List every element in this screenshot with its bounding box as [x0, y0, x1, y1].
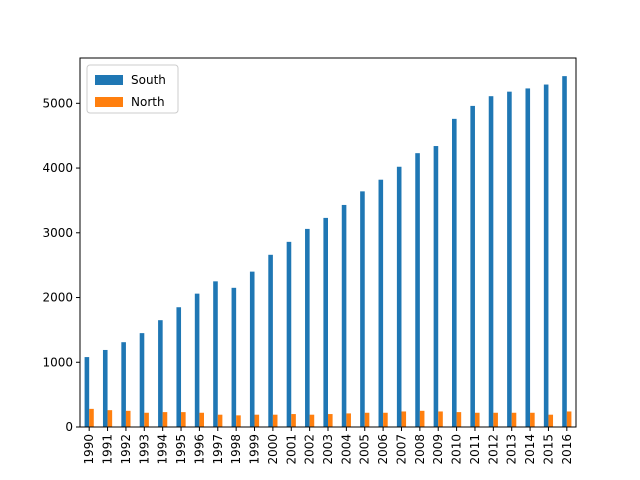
y-tick-label-2000: 2000	[42, 291, 73, 305]
bar-north-2004	[346, 413, 351, 427]
legend-swatch-north	[95, 97, 123, 107]
x-tick-label-2003: 2003	[321, 434, 335, 465]
bar-south-1995	[176, 307, 182, 427]
x-tick-label-1994: 1994	[156, 434, 170, 465]
bar-south-1992	[121, 342, 126, 427]
bar-north-2005	[364, 412, 370, 427]
legend-label-south: South	[131, 73, 166, 87]
bar-north-2014	[530, 412, 535, 427]
bar-south-2005	[360, 191, 365, 427]
bar-north-2015	[548, 414, 554, 427]
x-tick-label-2000: 2000	[266, 434, 280, 465]
x-tick-label-2002: 2002	[303, 434, 317, 465]
bar-south-2015	[543, 84, 549, 427]
bar-south-1990	[84, 357, 90, 427]
x-tick-label-1992: 1992	[119, 434, 133, 465]
bar-north-2011	[474, 412, 480, 427]
bar-south-2003	[323, 217, 328, 427]
bar-north-2006	[383, 412, 388, 427]
bar-south-2010	[452, 118, 457, 427]
x-tick-label-2006: 2006	[376, 434, 390, 465]
x-tick-label-2001: 2001	[284, 434, 298, 465]
bar-south-1996	[194, 293, 200, 427]
y-tick-label-3000: 3000	[42, 226, 73, 240]
bar-north-2009	[438, 411, 443, 427]
x-tick-label-2012: 2012	[486, 434, 500, 465]
bar-north-1991	[107, 410, 113, 427]
bar-north-1995	[181, 412, 186, 427]
x-tick-label-2005: 2005	[358, 434, 372, 465]
bar-south-2008	[415, 153, 420, 428]
bar-south-2016	[562, 76, 567, 427]
bar-south-2004	[341, 204, 347, 427]
bar-north-2003	[328, 414, 333, 427]
y-tick-label-0: 0	[65, 420, 73, 434]
x-tick-label-2004: 2004	[339, 434, 353, 465]
x-tick-label-1990: 1990	[82, 434, 96, 465]
x-tick-label-2013: 2013	[505, 434, 519, 465]
x-tick-label-2009: 2009	[431, 434, 445, 465]
bar-north-1993	[144, 412, 149, 427]
bar-north-1990	[89, 408, 94, 427]
bar-north-1992	[125, 410, 131, 427]
bar-north-2001	[291, 414, 296, 427]
y-tick-label-1000: 1000	[42, 355, 73, 369]
bar-north-2016	[566, 411, 572, 427]
bar-south-2013	[507, 91, 512, 428]
bar-south-1993	[139, 333, 145, 427]
y-axis: 0 1000 2000 3000 4000 5000	[42, 96, 80, 434]
bar-north-1999	[254, 414, 260, 427]
bar-south-1997	[213, 281, 218, 427]
bar-south-1994	[158, 320, 163, 427]
x-axis: 1990 1991 1992 1993 1994 1995 1996 1997 1998 1999…	[82, 427, 574, 465]
x-tick-label-2007: 2007	[394, 434, 408, 465]
bar-north-2012	[493, 412, 498, 427]
bar-north-1994	[162, 412, 168, 427]
x-tick-label-2011: 2011	[468, 434, 482, 465]
x-tick-label-2015: 2015	[541, 434, 555, 465]
bar-south-1999	[249, 271, 255, 427]
bar-south-1998	[231, 287, 237, 427]
x-tick-label-2016: 2016	[560, 434, 574, 465]
bar-south-2006	[378, 179, 384, 427]
bar-north-1998	[236, 415, 241, 427]
bar-north-2013	[511, 412, 517, 427]
legend-swatch-south	[95, 75, 123, 85]
bar-south-2000	[268, 254, 273, 427]
x-tick-label-2010: 2010	[450, 434, 464, 465]
bar-north-2007	[401, 411, 407, 427]
bar-south-2009	[433, 146, 439, 427]
legend-label-north: North	[131, 95, 165, 109]
y-tick-label-4000: 4000	[42, 161, 73, 175]
bars-group	[84, 76, 572, 428]
bar-north-1997	[217, 414, 223, 427]
x-tick-label-1997: 1997	[211, 434, 225, 465]
x-tick-label-2008: 2008	[413, 434, 427, 465]
bar-north-2008	[419, 410, 425, 427]
bar-north-2000	[272, 414, 278, 427]
x-tick-label-1991: 1991	[101, 434, 115, 465]
y-tick-label-5000: 5000	[42, 96, 73, 110]
x-tick-label-1993: 1993	[137, 434, 151, 465]
legend: South North	[86, 64, 179, 114]
x-tick-label-1996: 1996	[192, 434, 206, 465]
bar-south-2001	[286, 241, 292, 427]
bar-north-2010	[456, 412, 462, 427]
bar-south-2014	[525, 88, 531, 427]
x-tick-label-1998: 1998	[229, 434, 243, 465]
bar-north-1996	[199, 412, 204, 427]
plot-frame	[79, 57, 577, 428]
x-tick-label-2014: 2014	[523, 434, 537, 465]
bar-north-2002	[309, 414, 315, 427]
bar-south-2012	[488, 96, 494, 428]
bar-south-2011	[470, 105, 475, 427]
bar-south-1991	[102, 349, 108, 427]
bar-south-2007	[396, 166, 402, 428]
x-tick-label-1999: 1999	[248, 434, 262, 465]
x-tick-label-1995: 1995	[174, 434, 188, 465]
bar-south-2002	[305, 228, 310, 427]
